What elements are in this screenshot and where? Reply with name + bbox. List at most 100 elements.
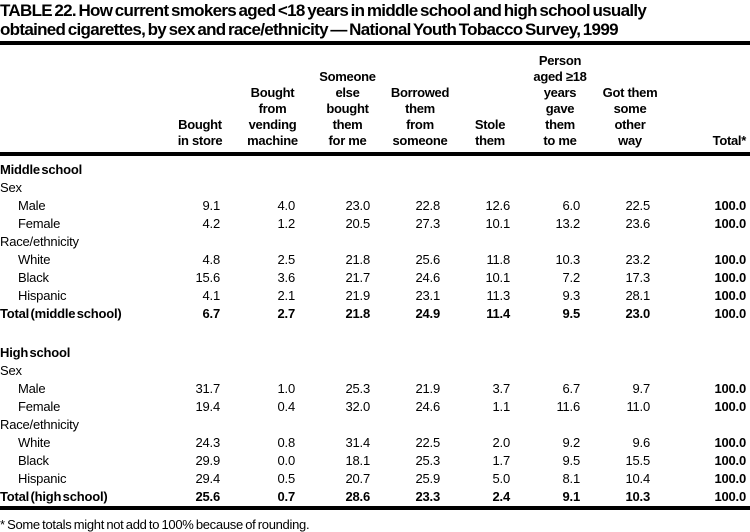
- data-row: White 4.8 2.5 21.8 25.6 11.8 10.3 23.2 100.0: [0, 251, 750, 269]
- col-header-person-18: Person aged ≥18 years gave them to me: [525, 45, 595, 156]
- value-cell: [165, 323, 235, 344]
- value-cell: 20.7: [345, 471, 370, 486]
- value-cell: 19.4: [195, 399, 220, 414]
- row-label: Sex: [0, 363, 22, 378]
- value-cell: 23.3: [415, 489, 440, 504]
- value-cell: 13.2: [555, 216, 580, 231]
- value-cell: 1.1: [492, 399, 511, 414]
- col-header-someone-else: Someone else bought them for me: [310, 45, 385, 156]
- row-label: Female: [18, 216, 61, 231]
- value-cell: 4.2: [202, 216, 221, 231]
- value-cell: 11.8: [486, 252, 510, 267]
- value-cell: 23.0: [625, 306, 650, 321]
- value-cell: 8.1: [562, 471, 581, 486]
- value-cell: 24.9: [415, 306, 440, 321]
- value-cell: 21.8: [345, 306, 370, 321]
- data-row: Male 31.7 1.0 25.3 21.9 3.7 6.7 9.7 100.0: [0, 380, 750, 398]
- value-cell: 27.3: [415, 216, 440, 231]
- value-cell: 11.3: [486, 288, 510, 303]
- value-cell: [455, 154, 525, 179]
- value-cell: 100.0: [714, 288, 746, 303]
- value-cell: [455, 233, 525, 251]
- value-cell: [235, 154, 310, 179]
- value-cell: [235, 233, 310, 251]
- data-row: Male 9.1 4.0 23.0 22.8 12.6 6.0 22.5 100.0: [0, 197, 750, 215]
- row-label: Male: [18, 381, 46, 396]
- value-cell: [385, 344, 455, 362]
- value-cell: [385, 362, 455, 380]
- value-cell: [595, 233, 665, 251]
- header-row: Bought in store Bought from vending mach…: [0, 45, 750, 156]
- value-cell: 1.7: [492, 453, 511, 468]
- value-cell: 4.1: [202, 288, 221, 303]
- value-cell: 12.6: [485, 198, 510, 213]
- value-cell: [455, 416, 525, 434]
- subheading-row: Race/ethnicity: [0, 416, 750, 434]
- value-cell: 23.1: [415, 288, 440, 303]
- value-cell: 11.4: [486, 306, 510, 321]
- value-cell: [235, 416, 310, 434]
- value-cell: [455, 344, 525, 362]
- value-cell: 9.7: [632, 381, 651, 396]
- spacer-row: [0, 323, 750, 344]
- value-cell: 29.4: [195, 471, 220, 486]
- value-cell: [165, 416, 235, 434]
- value-cell: 100.0: [714, 453, 746, 468]
- data-row: Hispanic 4.1 2.1 21.9 23.1 11.3 9.3 28.1 100.0: [0, 287, 750, 305]
- value-cell: 22.5: [625, 198, 650, 213]
- value-cell: 28.1: [625, 288, 650, 303]
- row-label: Race/ethnicity: [0, 417, 79, 432]
- value-cell: 0.8: [277, 435, 296, 450]
- value-cell: 10.1: [485, 216, 510, 231]
- row-label: Total (high school): [0, 489, 108, 504]
- value-cell: [525, 179, 595, 197]
- value-cell: [525, 233, 595, 251]
- data-row: Female 19.4 0.4 32.0 24.6 1.1 11.6 11.0 100.0: [0, 398, 750, 416]
- value-cell: 11.0: [626, 399, 650, 414]
- footnote: * Some totals might not add to 100% beca…: [0, 517, 310, 532]
- row-label: Sex: [0, 180, 22, 195]
- value-cell: 100.0: [714, 399, 746, 414]
- value-cell: 21.9: [345, 288, 370, 303]
- value-cell: 21.7: [345, 270, 370, 285]
- table-body: Middle school Sex Male 9.1 4.0 23.0 22.8 12.6 6.…: [0, 154, 750, 506]
- value-cell: 22.8: [415, 198, 440, 213]
- value-cell: 4.8: [202, 252, 221, 267]
- value-cell: 1.2: [277, 216, 296, 231]
- title-rule: [0, 41, 750, 45]
- value-cell: 100.0: [714, 252, 746, 267]
- value-cell: 9.5: [562, 306, 581, 321]
- value-cell: 29.9: [195, 453, 220, 468]
- value-cell: 9.6: [632, 435, 651, 450]
- value-cell: 3.7: [492, 381, 511, 396]
- value-cell: 9.3: [562, 288, 581, 303]
- value-cell: 100.0: [714, 435, 746, 450]
- row-label-header: [0, 45, 165, 156]
- data-row: Female 4.2 1.2 20.5 27.3 10.1 13.2 23.6 100.0: [0, 215, 750, 233]
- value-cell: 100.0: [714, 270, 746, 285]
- value-cell: [385, 233, 455, 251]
- row-label: Total (middle school): [0, 306, 122, 321]
- subheading-row: Sex: [0, 179, 750, 197]
- value-cell: 6.0: [562, 198, 581, 213]
- footer-rule: [0, 506, 750, 510]
- value-cell: 0.0: [277, 453, 296, 468]
- value-cell: [235, 362, 310, 380]
- subheading-row: Race/ethnicity: [0, 233, 750, 251]
- value-cell: [455, 323, 525, 344]
- row-label: [0, 323, 165, 344]
- value-cell: 24.3: [195, 435, 220, 450]
- col-header-vending-machine: Bought from vending machine: [235, 45, 310, 156]
- value-cell: 17.3: [625, 270, 650, 285]
- value-cell: [165, 233, 235, 251]
- value-cell: 2.1: [277, 288, 296, 303]
- value-cell: [665, 179, 750, 197]
- value-cell: [665, 154, 750, 179]
- row-label: High school: [0, 345, 71, 360]
- value-cell: 100.0: [714, 471, 746, 486]
- value-cell: 100.0: [714, 216, 746, 231]
- value-cell: 6.7: [202, 306, 221, 321]
- value-cell: 9.1: [202, 198, 221, 213]
- value-cell: 25.9: [415, 471, 440, 486]
- value-cell: 1.0: [277, 381, 296, 396]
